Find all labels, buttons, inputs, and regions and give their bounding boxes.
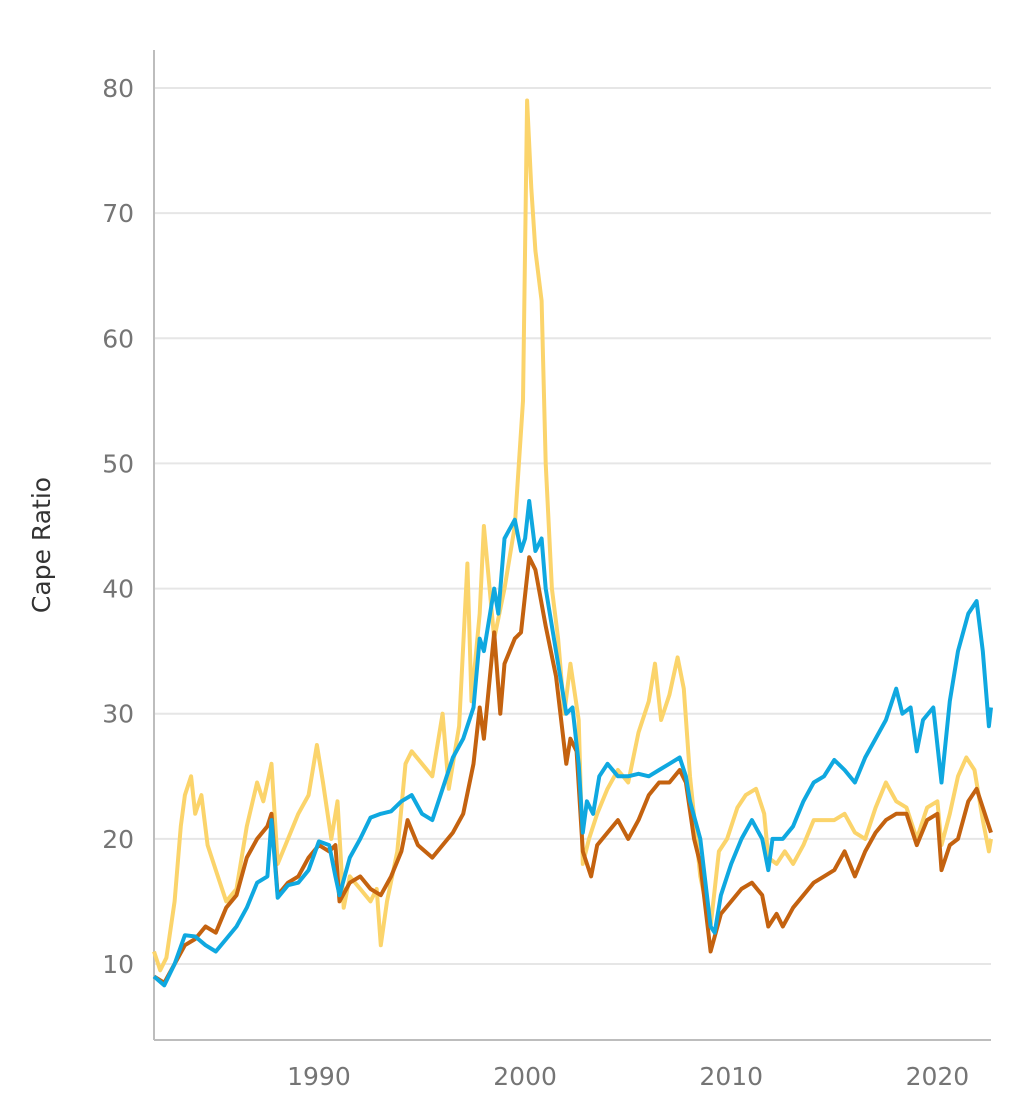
x-tick-label: 2020 [906, 1062, 970, 1091]
y-tick-label: 80 [102, 74, 134, 103]
x-axis-ticks: 1990 2000 2010 2020 [287, 1062, 969, 1091]
y-tick-label: 30 [102, 700, 134, 729]
y-tick-label: 40 [102, 575, 134, 604]
x-tick-label: 1990 [287, 1062, 351, 1091]
y-axis-label: Cape Ratio [27, 477, 56, 613]
y-tick-label: 10 [102, 950, 134, 979]
series-line-brown [152, 555, 993, 985]
y-axis-ticks: 10 20 30 40 50 60 70 80 [102, 74, 134, 979]
y-tick-label: 60 [102, 324, 134, 353]
series-lines [152, 98, 993, 988]
x-tick-label: 2010 [699, 1062, 763, 1091]
series-line-yellow [152, 98, 993, 973]
x-tick-label: 2000 [493, 1062, 557, 1091]
y-tick-label: 50 [102, 449, 134, 478]
y-tick-label: 70 [102, 199, 134, 228]
y-tick-label: 20 [102, 825, 134, 854]
series-line-blue [152, 499, 993, 988]
